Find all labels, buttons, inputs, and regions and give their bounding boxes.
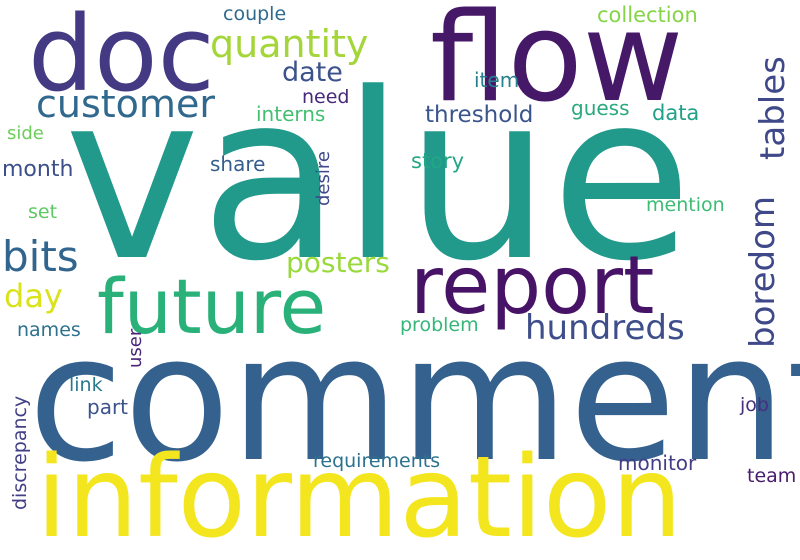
word-boredom: boredom: [743, 195, 783, 348]
word-hundreds: hundreds: [525, 308, 685, 348]
word-future: future: [97, 262, 327, 351]
word-story: story: [411, 149, 465, 173]
word-comment: comment: [28, 298, 800, 501]
word-discrepancy: discrepancy: [9, 395, 31, 510]
word-set: set: [28, 201, 58, 223]
word-need: need: [302, 86, 350, 108]
word-guess: guess: [571, 96, 630, 120]
word-doc: doc: [28, 0, 215, 115]
word-threshold: threshold: [425, 102, 534, 128]
word-information: information: [36, 433, 683, 560]
word-customer: customer: [36, 82, 215, 126]
word-report: report: [410, 239, 655, 332]
word-part: part: [87, 395, 129, 419]
word-problem: problem: [400, 314, 479, 336]
word-monitor: monitor: [618, 451, 697, 475]
word-share: share: [210, 152, 266, 176]
word-posters: posters: [286, 246, 390, 279]
word-mention: mention: [646, 194, 725, 216]
word-requirements: requirements: [313, 450, 441, 472]
word-names: names: [17, 319, 81, 341]
word-job: job: [740, 394, 769, 416]
word-value: value: [64, 45, 693, 312]
word-user: user: [125, 328, 146, 368]
word-bits: bits: [2, 232, 79, 281]
word-couple: couple: [223, 3, 287, 25]
word-collection: collection: [597, 3, 698, 27]
word-data: data: [652, 101, 700, 125]
word-quantity: quantity: [210, 22, 369, 66]
word-desire: desire: [313, 151, 334, 206]
word-team: team: [747, 465, 797, 487]
word-day: day: [4, 277, 63, 315]
word-item: item: [474, 68, 520, 92]
word-flow: flow: [430, 0, 684, 130]
word-side: side: [7, 123, 44, 144]
word-tables: tables: [753, 56, 793, 160]
word-month: month: [2, 157, 74, 182]
word-interns: interns: [256, 102, 326, 126]
word-date: date: [282, 57, 343, 88]
word-link: link: [69, 374, 103, 396]
